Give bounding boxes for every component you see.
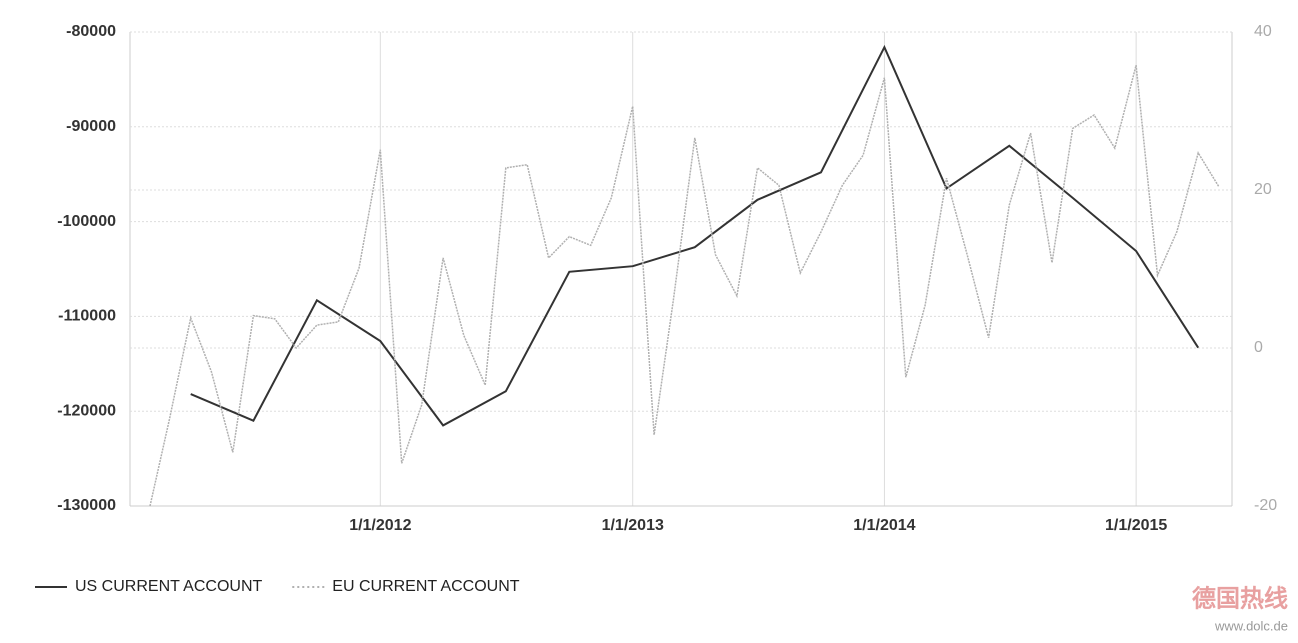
y-tick-label: -80000 <box>66 23 116 40</box>
y2-tick-label: 20 <box>1254 181 1272 198</box>
y-tick-label: -100000 <box>57 213 116 230</box>
y-tick-label: -110000 <box>58 308 116 325</box>
y-tick-label: -120000 <box>57 402 116 419</box>
y-tick-label: -130000 <box>57 497 116 514</box>
y2-tick-label: 0 <box>1254 339 1263 356</box>
legend-label: US CURRENT ACCOUNT <box>75 578 263 595</box>
watermark-title: 德国热线 <box>1192 584 1288 612</box>
y2-tick-label: -20 <box>1254 497 1277 514</box>
x-tick-label: 1/1/2014 <box>853 517 915 534</box>
y2-tick-label: 40 <box>1254 23 1272 40</box>
legend-label: EU CURRENT ACCOUNT <box>332 578 520 595</box>
series-line <box>149 65 1220 507</box>
series-line <box>190 44 1200 427</box>
y-tick-label: -90000 <box>66 118 116 135</box>
x-tick-label: 1/1/2013 <box>602 517 664 534</box>
watermark-url: www.dolc.de <box>1214 618 1288 633</box>
x-tick-label: 1/1/2015 <box>1105 517 1167 534</box>
x-tick-label: 1/1/2012 <box>349 517 411 534</box>
